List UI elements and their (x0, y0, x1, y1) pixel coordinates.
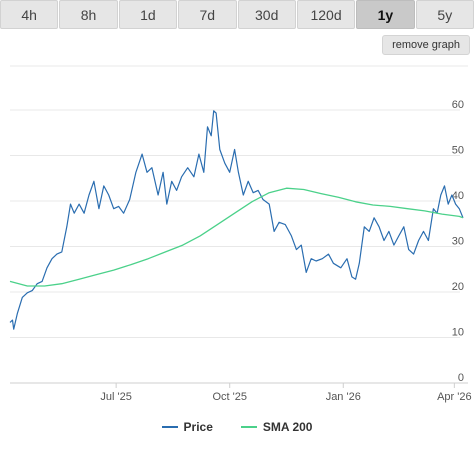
tab-1d[interactable]: 1d (118, 0, 178, 29)
x-tick-label-1: Oct '25 (212, 391, 247, 403)
y-tick-label-60: 60 (452, 99, 464, 111)
legend-item-sma[interactable]: SMA 200 (240, 420, 313, 434)
tab-1y[interactable]: 1y (356, 0, 415, 29)
sma-200-series-line (9, 187, 464, 287)
x-tick-label-3: Apr '26 (437, 391, 472, 403)
y-tick-label-50: 50 (452, 145, 464, 157)
price-line-swatch (161, 426, 178, 428)
remove-graph-button[interactable]: remove graph (382, 35, 470, 55)
x-tick-label-2: Jan '26 (326, 391, 361, 403)
tab-7d[interactable]: 7d (178, 0, 237, 29)
y-tick-label-10: 10 (452, 327, 464, 339)
x-tick-label-0: Jul '25 (100, 391, 131, 403)
sma-line-swatch (240, 426, 257, 428)
tab-120d[interactable]: 120d (296, 0, 356, 29)
legend-item-price[interactable]: Price (161, 420, 213, 434)
tab-4h[interactable]: 4h (0, 0, 59, 29)
tab-5y[interactable]: 5y (415, 0, 474, 29)
timeframe-tabs: 4h 8h 1d 7d 30d 120d 1y 5y (0, 0, 474, 30)
tab-8h[interactable]: 8h (59, 0, 118, 29)
price-series-line (9, 110, 464, 330)
y-tick-label-20: 20 (452, 281, 464, 293)
y-tick-label-30: 30 (452, 236, 464, 248)
tab-30d[interactable]: 30d (237, 0, 296, 29)
chart-legend: Price SMA 200 (0, 420, 474, 434)
y-tick-label-0: 0 (458, 372, 464, 384)
price-chart: 0 10 20 30 40 50 60 Jul '25 Oct '25 Jan '26 Apr '2… (9, 65, 472, 403)
y-tick-label-40: 40 (452, 190, 464, 202)
legend-label-sma: SMA 200 (262, 420, 313, 434)
legend-label-price: Price (183, 420, 213, 434)
